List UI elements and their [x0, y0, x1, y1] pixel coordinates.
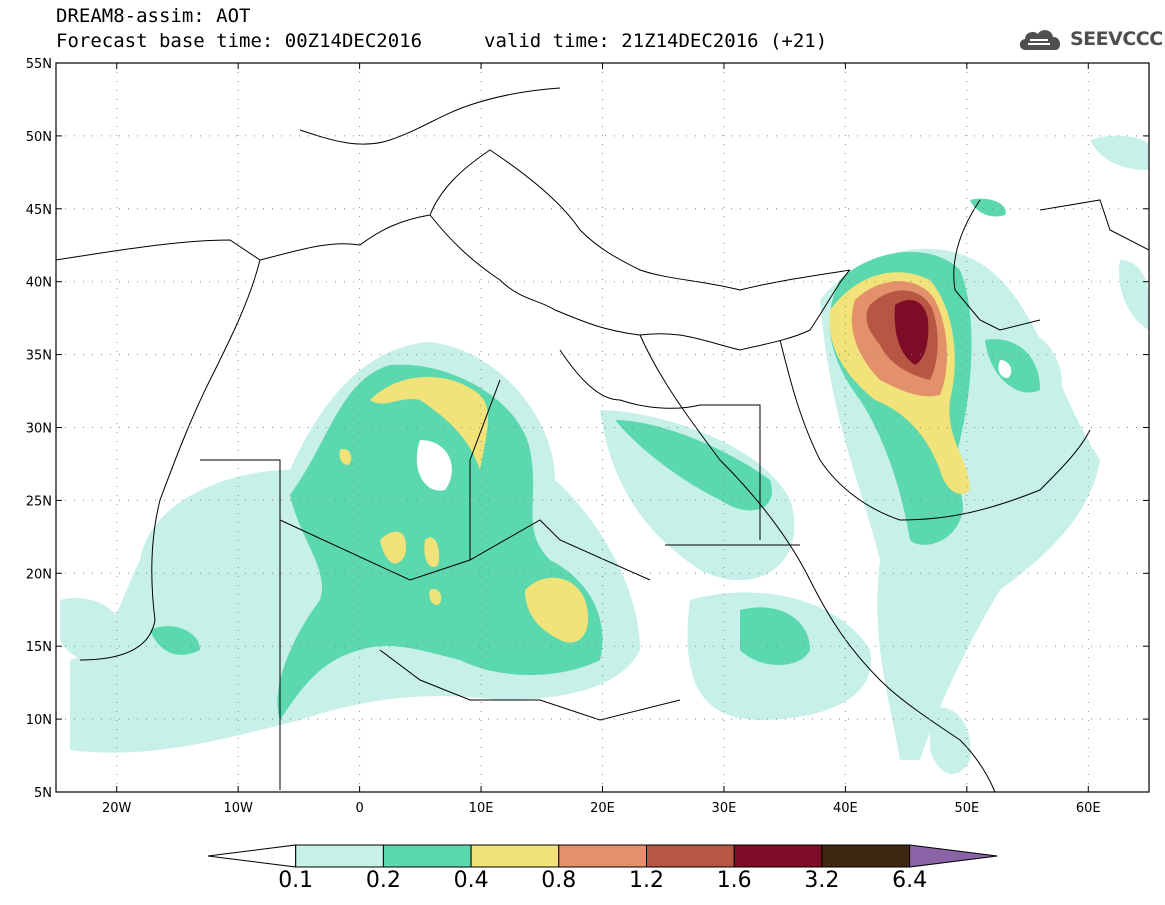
forecast-base-time: Forecast base time: 00Z14DEC2016	[56, 30, 423, 52]
lon-label: 40E	[833, 801, 858, 816]
latitude-labels: 55N 50N 45N 40N 35N 30N 25N 20N 15N 10N 5N	[26, 57, 52, 801]
lat-label: 30N	[26, 422, 52, 437]
colorbar-box	[646, 844, 735, 868]
lon-label: 0	[355, 801, 363, 816]
axis-ticks	[56, 62, 1149, 793]
colorbar-label: 1.2	[629, 868, 664, 893]
lon-label: 50E	[954, 801, 979, 816]
colorbar-box	[382, 844, 472, 868]
colorbar-label: 1.6	[716, 868, 752, 893]
valid-time: valid time: 21Z14DEC2016 (+21)	[484, 30, 828, 52]
colorbar-label: 6.4	[892, 868, 928, 893]
longitude-labels: 20W 10W 0 10E 20E 30E 40E 50E 60E	[102, 801, 1101, 816]
lat-label: 50N	[26, 130, 52, 145]
lat-label: 20N	[26, 567, 52, 582]
lat-label: 15N	[26, 640, 52, 655]
lon-label: 20W	[102, 801, 132, 816]
lat-label: 10N	[26, 713, 52, 728]
lat-label: 5N	[34, 786, 52, 801]
colorbar-box	[295, 844, 384, 868]
coastlines	[56, 87, 1149, 792]
lon-label: 10E	[469, 801, 494, 816]
lat-label: 45N	[26, 203, 52, 218]
cloud-logo-icon	[1019, 30, 1061, 50]
colorbar-label: 0.8	[541, 868, 577, 893]
lon-label: 30E	[712, 801, 737, 816]
colorbar-label: 0.1	[278, 868, 314, 893]
colorbar-extend-low	[207, 844, 297, 868]
colorbar-label: 3.2	[804, 868, 840, 893]
colorbar-box	[470, 844, 560, 868]
logo-text: SEEVCCC	[1070, 28, 1163, 50]
colorbar-box	[733, 844, 823, 868]
aot-clear-areas	[416, 360, 1012, 491]
colorbar-label: 0.4	[453, 868, 489, 893]
colorbar-label: 0.2	[365, 868, 401, 893]
colorbar-box	[558, 844, 647, 868]
lon-label: 60E	[1076, 801, 1101, 816]
lat-label: 40N	[26, 276, 52, 291]
lat-label: 35N	[26, 349, 52, 364]
aot-level-1.6	[894, 300, 929, 365]
lon-label: 20E	[590, 801, 615, 816]
colorbar-extend-high	[909, 844, 998, 868]
lat-label: 25N	[26, 494, 52, 509]
map-title: DREAM8-assim: AOT	[56, 5, 251, 27]
lat-label: 55N	[26, 57, 52, 72]
lon-label: 10W	[223, 801, 253, 816]
colorbar-box	[821, 844, 911, 868]
